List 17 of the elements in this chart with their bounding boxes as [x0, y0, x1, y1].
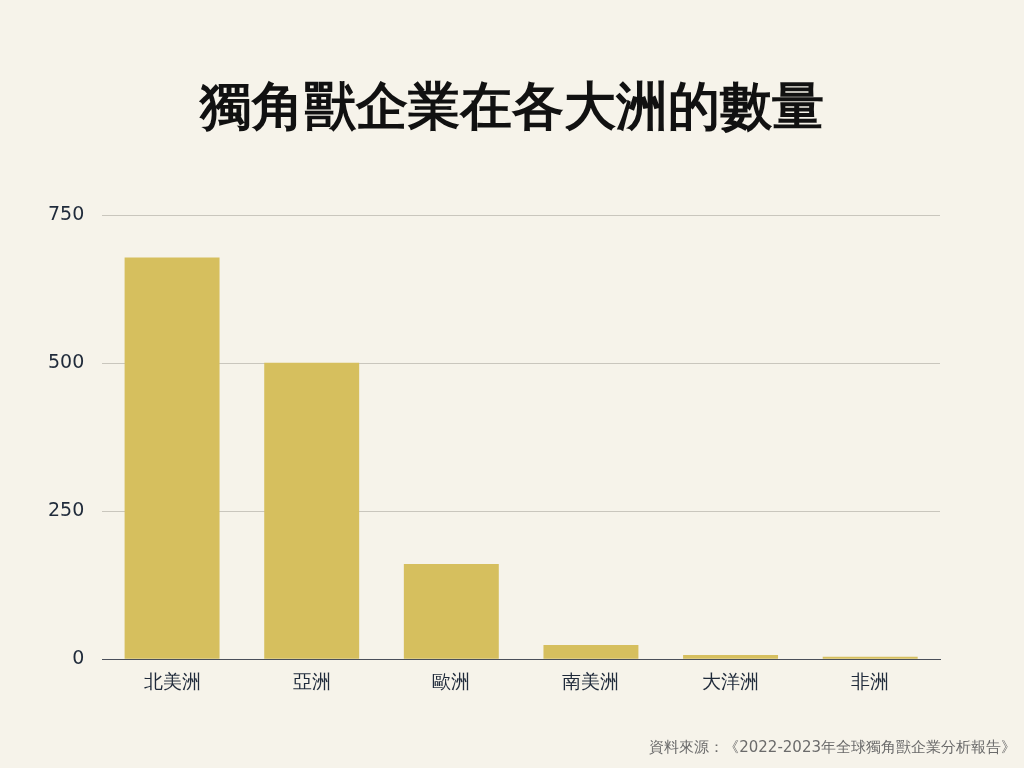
x-tick-label: 非洲 [851, 669, 890, 692]
bar [264, 362, 360, 659]
x-tick-label: 歐洲 [432, 669, 471, 692]
bar [543, 645, 639, 659]
bar [124, 257, 220, 659]
y-tick-label: 750 [48, 202, 85, 225]
x-tick-label: 亞洲 [292, 669, 331, 692]
bar [403, 563, 499, 659]
chart-title: 獨角獸企業在各大洲的數量 [198, 75, 825, 138]
x-tick-label: 北美洲 [143, 669, 201, 692]
x-tick-label: 大洋洲 [702, 669, 760, 692]
y-tick-label: 500 [48, 350, 85, 373]
y-tick-label: 0 [72, 646, 85, 669]
x-tick-label: 南美洲 [562, 669, 620, 692]
y-tick-label: 250 [48, 498, 85, 521]
bar [683, 655, 779, 659]
source-note: 資料來源：《2022-2023年全球獨角獸企業分析報告》 [649, 738, 1016, 757]
